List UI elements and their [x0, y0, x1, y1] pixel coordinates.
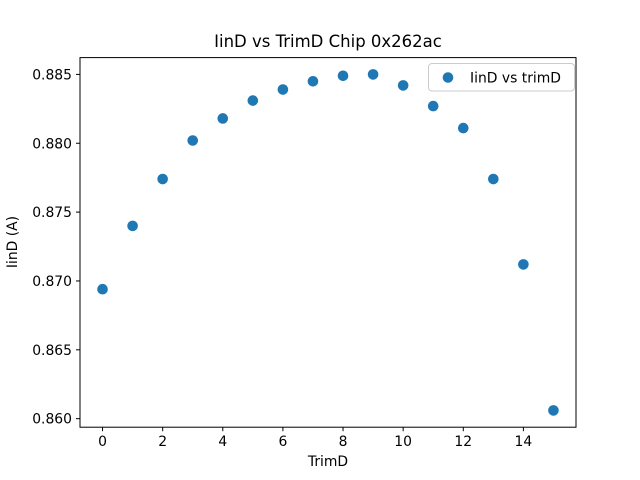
- data-point: [247, 95, 259, 106]
- x-tick-label: 4: [218, 434, 227, 450]
- x-tick-label: 6: [278, 434, 287, 450]
- data-point: [187, 135, 199, 146]
- legend-marker-icon: [442, 72, 454, 83]
- y-tick-label: 0.860: [32, 412, 72, 428]
- data-point: [488, 173, 499, 185]
- data-point: [277, 84, 289, 95]
- y-tick-label: 0.865: [32, 343, 72, 359]
- y-tick-label: 0.880: [32, 136, 72, 152]
- y-tick-label: 0.870: [32, 274, 72, 290]
- x-tick-label: 8: [339, 434, 348, 450]
- data-point: [127, 220, 138, 232]
- data-point: [367, 69, 379, 80]
- legend-label: IinD vs trimD: [470, 70, 561, 86]
- data-point: [307, 75, 319, 87]
- plot-frame: [79, 57, 577, 428]
- data-point: [217, 113, 229, 124]
- data-point: [548, 405, 559, 416]
- data-point: [427, 100, 439, 112]
- plot-frame-group: [79, 57, 577, 428]
- chart-title: IinD vs TrimD Chip 0x262ac: [214, 32, 442, 51]
- data-point: [337, 70, 349, 82]
- legend-box: [428, 63, 575, 92]
- x-tick-label: 14: [515, 434, 533, 450]
- x-axis-ticks: 0 2 4 6 8 10 12 14: [98, 427, 532, 450]
- data-point: [397, 80, 409, 91]
- y-axis-ticks: 0.860 0.865 0.870 0.875 0.880 0.885: [32, 67, 80, 428]
- data-point: [157, 173, 168, 185]
- x-tick-label: 10: [394, 434, 412, 450]
- x-tick-label: 12: [454, 434, 472, 450]
- x-axis-label: TrimD: [307, 454, 348, 470]
- x-tick-label: 2: [158, 434, 167, 450]
- y-tick-label: 0.875: [32, 205, 72, 221]
- data-points-group: [97, 69, 559, 416]
- data-point: [97, 283, 108, 295]
- y-axis-label: IinD (A): [5, 216, 21, 268]
- data-point: [457, 122, 469, 134]
- data-point: [518, 259, 529, 270]
- legend: IinD vs trimD: [428, 63, 575, 92]
- y-tick-label: 0.885: [32, 67, 72, 83]
- x-tick-label: 0: [98, 434, 107, 450]
